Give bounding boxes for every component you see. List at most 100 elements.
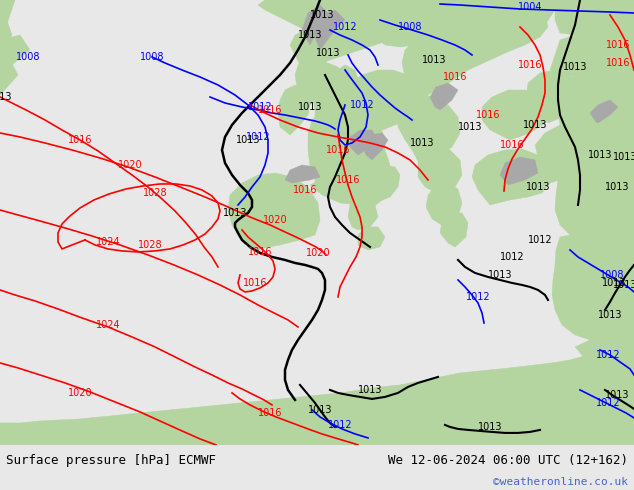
Text: 1013: 1013 [310,10,334,20]
Polygon shape [285,165,320,183]
Text: 1020: 1020 [306,248,330,258]
Polygon shape [336,85,355,105]
Text: 1016: 1016 [476,110,500,120]
Polygon shape [418,147,462,195]
Polygon shape [330,0,385,35]
Text: ©weatheronline.co.uk: ©weatheronline.co.uk [493,477,628,487]
Polygon shape [568,133,634,167]
Text: 1013: 1013 [526,182,550,192]
Text: 1008: 1008 [139,52,164,62]
Text: 1013: 1013 [488,270,512,280]
Text: 1012: 1012 [246,132,270,142]
Text: 1013: 1013 [612,152,634,162]
Text: 1013: 1013 [223,208,247,218]
Polygon shape [0,15,12,55]
Polygon shape [228,173,320,250]
Polygon shape [478,0,548,53]
Text: 1013: 1013 [563,62,587,72]
Polygon shape [278,85,310,135]
Polygon shape [482,90,548,140]
Polygon shape [550,0,634,35]
Polygon shape [450,0,555,47]
Text: 1028: 1028 [138,240,162,250]
Polygon shape [258,0,320,30]
Text: 1012: 1012 [248,102,273,112]
Text: 1012: 1012 [596,398,620,408]
Text: We 12-06-2024 06:00 UTC (12+162): We 12-06-2024 06:00 UTC (12+162) [387,454,628,467]
Text: 1013: 1013 [612,280,634,290]
Text: 1013: 1013 [588,150,612,160]
Polygon shape [0,353,634,445]
Text: 1012: 1012 [527,235,552,245]
Text: 1016: 1016 [605,40,630,50]
Polygon shape [472,149,550,205]
Polygon shape [350,130,378,155]
Text: 1013: 1013 [598,310,622,320]
Polygon shape [588,85,634,125]
Text: 1020: 1020 [68,388,93,398]
Text: 1013: 1013 [410,138,434,148]
Polygon shape [0,35,30,75]
Text: 1016: 1016 [605,58,630,68]
Polygon shape [290,0,410,70]
Polygon shape [295,0,345,45]
Text: 1012: 1012 [466,292,490,302]
Text: 1008: 1008 [398,22,422,32]
Text: 1016: 1016 [258,105,282,115]
Polygon shape [358,175,386,217]
Polygon shape [295,53,325,105]
Text: 1016: 1016 [326,145,350,155]
Polygon shape [305,53,335,125]
Text: 1013: 1013 [307,405,332,415]
Polygon shape [315,63,348,115]
Text: 1016: 1016 [68,135,93,145]
Polygon shape [310,165,400,205]
Polygon shape [500,157,538,185]
Polygon shape [358,227,385,250]
Text: 1016: 1016 [243,278,268,288]
Text: 1012: 1012 [333,22,358,32]
Text: 1020: 1020 [262,215,287,225]
Polygon shape [402,33,475,95]
Polygon shape [370,0,460,47]
Polygon shape [558,65,634,147]
Text: 1013: 1013 [458,122,482,132]
Text: 1013: 1013 [0,92,12,102]
Text: 1008: 1008 [600,270,624,280]
Text: 1024: 1024 [96,237,120,247]
Polygon shape [526,70,580,123]
Text: 1013: 1013 [602,278,626,288]
Polygon shape [315,85,380,175]
Polygon shape [535,125,598,183]
Polygon shape [585,0,634,85]
Polygon shape [550,0,634,77]
Polygon shape [430,83,458,110]
Text: 1013: 1013 [316,48,340,58]
Text: 1004: 1004 [518,2,542,12]
Polygon shape [362,133,388,160]
Polygon shape [348,197,378,230]
Text: 1008: 1008 [16,52,40,62]
Polygon shape [575,340,634,445]
Polygon shape [552,235,634,345]
Text: 1016: 1016 [336,175,360,185]
Polygon shape [302,5,330,45]
Polygon shape [0,60,18,95]
Polygon shape [446,10,518,70]
Text: 1016: 1016 [258,408,282,418]
Polygon shape [590,100,618,123]
Text: 1016: 1016 [443,72,467,82]
Text: 1013: 1013 [298,30,322,40]
Text: 1013: 1013 [478,422,502,432]
Polygon shape [426,183,462,227]
Text: 1013: 1013 [422,55,446,65]
Polygon shape [340,130,390,185]
Text: 1016: 1016 [293,185,317,195]
Text: 1012: 1012 [500,252,524,262]
Text: 1013: 1013 [523,120,547,130]
Text: 1013: 1013 [236,135,260,145]
Polygon shape [330,65,360,95]
Text: 1020: 1020 [118,160,142,170]
Text: Surface pressure [hPa] ECMWF: Surface pressure [hPa] ECMWF [6,454,216,467]
Polygon shape [440,213,468,247]
